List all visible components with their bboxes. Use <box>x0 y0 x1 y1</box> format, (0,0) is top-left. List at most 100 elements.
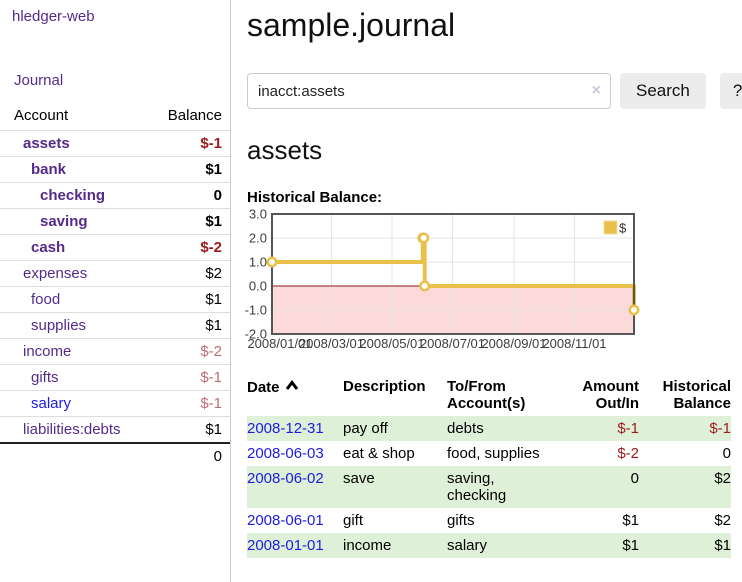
account-cell: cash <box>0 234 152 261</box>
app-title-link[interactable]: hledger-web <box>12 8 95 25</box>
account-link[interactable]: saving <box>40 213 88 230</box>
account-balance: $2 <box>151 260 230 287</box>
transaction-amount: $1 <box>622 512 639 529</box>
register-header-date[interactable]: Date <box>247 376 343 416</box>
account-link[interactable]: liabilities:debts <box>23 421 121 438</box>
x-tick-label: 2008/01/01 <box>247 336 312 351</box>
account-cell: saving <box>0 208 152 235</box>
account-balance: $1 <box>151 312 230 339</box>
search-button[interactable]: Search <box>620 73 706 109</box>
sort-asc-icon <box>285 378 299 395</box>
transaction-row: 2008-06-02 save saving, checking 0 $2 <box>247 466 731 508</box>
transaction-balance: $2 <box>639 466 731 508</box>
transaction-date-link[interactable]: 2008-12-31 <box>247 420 324 437</box>
transaction-date-link[interactable]: 2008-06-02 <box>247 470 324 487</box>
register-table: Date Description To/From Account(s) Amount … <box>247 376 731 558</box>
register-header-to-from-account-s-: To/From Account(s) <box>447 378 526 412</box>
account-row: income $-2 <box>0 338 230 365</box>
account-cell: gifts <box>0 364 152 391</box>
account-link[interactable]: gifts <box>31 369 59 386</box>
account-heading: assets <box>247 135 323 165</box>
transaction-description: gift <box>343 512 364 529</box>
account-link[interactable]: assets <box>23 135 70 152</box>
account-cell: liabilities:debts <box>0 416 152 443</box>
transaction-balance: $1 <box>639 533 731 558</box>
account-balance: $1 <box>151 286 230 313</box>
register-header-row: Date Description To/From Account(s) Amount … <box>247 376 731 416</box>
transaction-date-link[interactable]: 2008-06-03 <box>247 445 324 462</box>
help-button[interactable]: ? <box>719 73 742 109</box>
transaction-date-cell: 2008-06-01 <box>247 508 343 533</box>
search-box: × <box>247 73 611 109</box>
transaction-date-link[interactable]: 2008-01-01 <box>247 537 324 554</box>
accounts-table: Account Balance assets $-1 bank $1 checking 0… <box>0 105 230 469</box>
account-row: salary $-1 <box>0 390 230 417</box>
register-header-amount-out-in: Amount Out/In <box>582 378 639 412</box>
account-link[interactable]: expenses <box>23 265 88 282</box>
account-row: expenses $2 <box>0 260 230 287</box>
transaction-row: 2008-01-01 income salary $1 $1 <box>247 533 731 558</box>
account-link[interactable]: cash <box>31 239 66 256</box>
account-row: liabilities:debts $1 <box>0 416 230 443</box>
transaction-row: 2008-06-03 eat & shop food, supplies $-2 0 <box>247 441 731 466</box>
transaction-accounts: salary <box>447 533 577 558</box>
transaction-row: 2008-06-01 gift gifts $1 $2 <box>247 508 731 533</box>
accounts-total-spacer <box>0 442 152 469</box>
transaction-description: income <box>343 533 447 558</box>
account-row: checking 0 <box>0 182 230 209</box>
account-cell: assets <box>0 130 152 157</box>
transaction-balance: 0 <box>722 445 731 462</box>
transaction-description: save <box>343 466 447 508</box>
sidebar-item-journal[interactable]: Journal <box>14 72 64 89</box>
account-row: food $1 <box>0 286 230 313</box>
page-title: sample.journal <box>247 7 456 43</box>
y-tick-label: -1.0 <box>245 303 267 318</box>
clear-search-icon[interactable]: × <box>591 82 601 99</box>
transaction-amount: $-1 <box>577 416 639 441</box>
data-point-marker <box>419 280 431 292</box>
account-link[interactable]: food <box>31 291 61 308</box>
account-balance: $-1 <box>151 130 230 157</box>
transaction-amount: 0 <box>577 466 639 508</box>
accounts-total-value: 0 <box>151 442 230 469</box>
register-header-historical-balance: Historical Balance <box>662 378 731 412</box>
transaction-amount: $-2 <box>617 445 639 462</box>
y-tick-label: 0.0 <box>249 279 267 294</box>
y-tick-label: 3.0 <box>249 207 267 222</box>
y-tick-label: -2.0 <box>245 327 267 342</box>
account-cell: food <box>0 286 152 313</box>
transaction-amount: $1 <box>577 533 639 558</box>
transaction-balance: $-1 <box>639 416 731 441</box>
search-input[interactable] <box>247 73 611 109</box>
account-balance: $-1 <box>151 390 230 417</box>
register-header-description: Description <box>343 378 426 395</box>
legend-swatch <box>603 220 618 235</box>
account-link[interactable]: income <box>23 343 72 360</box>
account-row: saving $1 <box>0 208 230 235</box>
account-link[interactable]: salary <box>31 395 72 412</box>
chart-legend: $ <box>603 220 627 236</box>
data-point-marker <box>628 304 640 316</box>
transaction-date-cell: 2008-01-01 <box>247 533 343 558</box>
transaction-date-link[interactable]: 2008-06-01 <box>247 512 324 529</box>
account-balance: $-2 <box>151 234 230 261</box>
x-tick-label: 2008/09/01 <box>481 336 546 351</box>
transaction-date-cell: 2008-06-03 <box>247 441 343 466</box>
account-link[interactable]: checking <box>40 187 106 204</box>
account-row: assets $-1 <box>0 130 230 157</box>
transaction-date-cell: 2008-06-02 <box>247 466 343 508</box>
transaction-date-cell: 2008-12-31 <box>247 416 343 441</box>
account-cell: supplies <box>0 312 152 339</box>
transaction-description: eat & shop <box>343 445 415 462</box>
account-link[interactable]: supplies <box>31 317 87 334</box>
chart-title: Historical Balance: <box>247 189 383 206</box>
x-tick-label: 2008/07/01 <box>420 336 485 351</box>
account-row: bank $1 <box>0 156 230 183</box>
accounts-header-row: Account Balance <box>0 105 230 131</box>
account-balance: $1 <box>151 156 230 183</box>
transaction-accounts: saving, checking <box>447 466 577 508</box>
account-row: gifts $-1 <box>0 364 230 391</box>
account-link[interactable]: bank <box>31 161 67 178</box>
account-cell: bank <box>0 156 152 183</box>
